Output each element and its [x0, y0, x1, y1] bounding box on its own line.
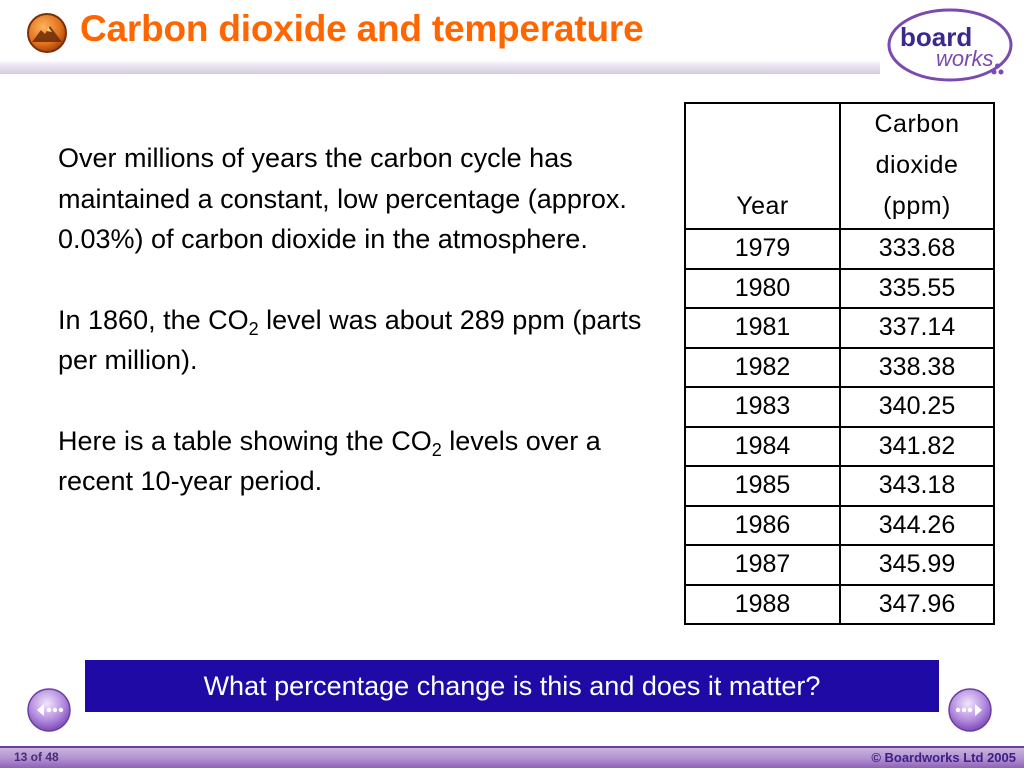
table-row: 1984 341.82	[684, 425, 995, 467]
table-row: 1988 347.96	[684, 583, 995, 625]
cell-co2: 333.68	[839, 228, 995, 270]
table-row: 1981 337.14	[684, 307, 995, 349]
table-header-row: Year Carbon dioxide (ppm)	[684, 102, 995, 230]
cell-co2: 338.38	[839, 346, 995, 388]
cell-co2: 347.96	[839, 583, 995, 625]
paragraph-table-intro: Here is a table showing the CO2 levels o…	[58, 425, 601, 497]
svg-text:board: board	[900, 22, 972, 52]
volcano-icon	[27, 13, 67, 53]
table-row: 1980 335.55	[684, 267, 995, 309]
cell-year: 1979	[684, 228, 841, 270]
table-row: 1983 340.25	[684, 386, 995, 428]
paragraph-carbon-cycle: Over millions of years the carbon cycle …	[58, 143, 627, 254]
title-divider	[0, 60, 880, 74]
footer-divider	[0, 746, 1024, 748]
page-indicator: 13 of 48	[14, 750, 59, 764]
cell-year: 1986	[684, 504, 841, 546]
cell-year: 1981	[684, 307, 841, 349]
next-arrow-icon[interactable]	[946, 686, 994, 734]
cell-year: 1988	[684, 583, 841, 625]
cell-year: 1982	[684, 346, 841, 388]
cell-year: 1984	[684, 425, 841, 467]
paragraph-1860-level: In 1860, the CO2 level was about 289 ppm…	[58, 304, 642, 376]
page-title: Carbon dioxide and temperature	[80, 8, 644, 49]
table-row: 1985 343.18	[684, 465, 995, 507]
table-row: 1987 345.99	[684, 544, 995, 586]
svg-text:works: works	[936, 46, 993, 71]
cell-co2: 341.82	[839, 425, 995, 467]
cell-co2: 335.55	[839, 267, 995, 309]
copyright-text: © Boardworks Ltd 2005	[871, 750, 1016, 765]
table-row: 1986 344.26	[684, 504, 995, 546]
cell-year: 1985	[684, 465, 841, 507]
cell-year: 1987	[684, 544, 841, 586]
table-row: 1982 338.38	[684, 346, 995, 388]
header-co2: Carbon dioxide (ppm)	[839, 102, 995, 230]
cell-co2: 337.14	[839, 307, 995, 349]
header-year: Year	[684, 102, 841, 230]
cell-year: 1980	[684, 267, 841, 309]
cell-co2: 344.26	[839, 504, 995, 546]
boardworks-logo: board works	[887, 8, 1013, 82]
table-row: 1979 333.68	[684, 228, 995, 270]
co2-table: Year Carbon dioxide (ppm) 1979 333.68 1980…	[684, 102, 995, 625]
question-text: What percentage change is this and does …	[203, 670, 821, 701]
cell-co2: 343.18	[839, 465, 995, 507]
previous-arrow-icon[interactable]	[25, 686, 73, 734]
cell-co2: 340.25	[839, 386, 995, 428]
body-text: Over millions of years the carbon cycle …	[58, 138, 658, 502]
question-banner: What percentage change is this and does …	[85, 660, 939, 712]
footer-bar	[0, 748, 1024, 768]
cell-co2: 345.99	[839, 544, 995, 586]
cell-year: 1983	[684, 386, 841, 428]
